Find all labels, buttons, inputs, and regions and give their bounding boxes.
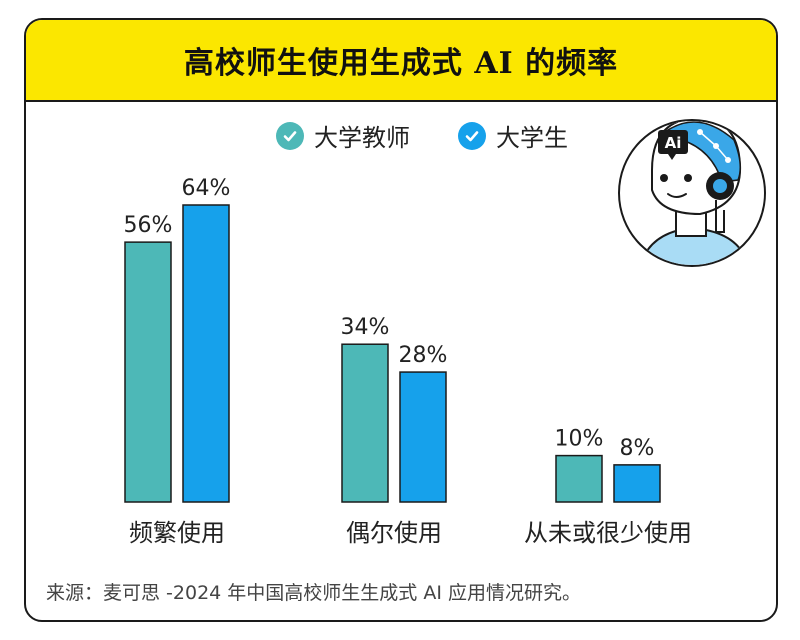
bar-teachers-0 [124,241,172,503]
data-label: 8% [620,436,655,461]
data-label: 34% [341,315,390,340]
ai-badge-text: Ai [665,134,682,152]
ai-robot-head-icon: Ai [618,119,766,267]
title-divider [26,100,776,102]
data-label: 56% [124,213,173,238]
bar-students-2 [613,464,661,503]
bar-teachers-1 [341,343,389,503]
legend-item-students: 大学生 [458,118,568,153]
source-note: 来源：麦可思 -2024 年中国高校师生生成式 AI 应用情况研究。 [46,582,581,604]
bar-students-1 [399,371,447,503]
category-label: 频繁使用 [129,519,225,547]
legend-label: 大学教师 [314,124,410,152]
category-label: 从未或很少使用 [524,519,692,547]
chart-title: 高校师生使用生成式 AI 的频率 [183,46,619,81]
check-circle-icon [458,121,486,150]
check-circle-icon [276,121,304,150]
data-label: 10% [555,427,604,452]
data-label: 28% [399,343,448,368]
category-label: 偶尔使用 [346,519,442,547]
bar-students-0 [182,204,230,503]
legend-label: 大学生 [496,124,568,152]
data-label: 64% [182,176,231,201]
bar-teachers-2 [555,454,603,503]
legend-item-teachers: 大学教师 [276,118,410,153]
title-bar: 高校师生使用生成式 AI 的频率 [26,20,776,100]
